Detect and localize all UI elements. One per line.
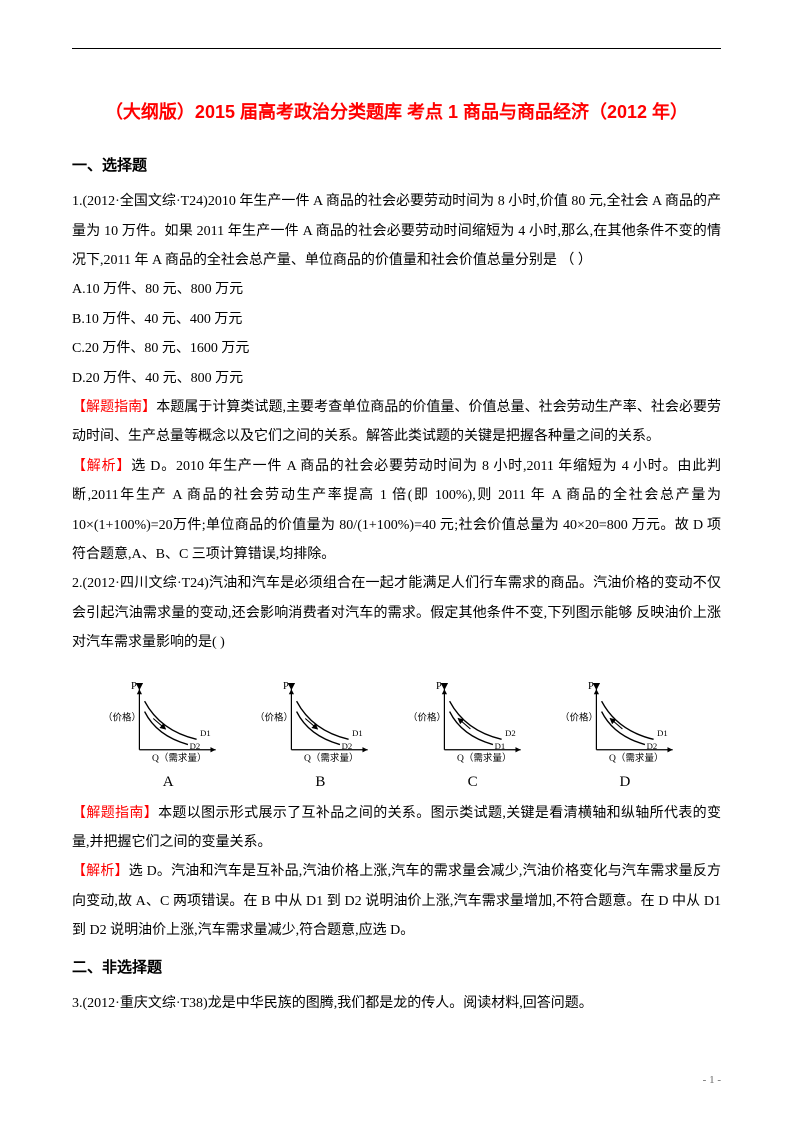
q3-stem: 3.(2012·重庆文综·T38)龙是中华民族的图腾,我们都是龙的传人。阅读材料…: [72, 989, 721, 1018]
chart-b: P （价格） Q（需求量） D1 D2 B: [255, 676, 385, 793]
q1-option-c: C.20 万件、80 元、1600 万元: [72, 334, 721, 363]
analysis-label: 【解析】: [72, 459, 131, 474]
svg-text:Q（需求量）: Q（需求量）: [609, 752, 663, 764]
chart-letter: A: [103, 772, 233, 793]
svg-text:P: P: [283, 681, 289, 692]
svg-text:（价格）: （价格）: [560, 711, 598, 723]
svg-text:（价格）: （价格）: [103, 711, 141, 723]
chart-c: P （价格） Q（需求量） D2D1 C: [408, 676, 538, 793]
q1-hint: 【解题指南】本题属于计算类试题,主要考查单位商品的价值量、价值总量、社会劳动生产…: [72, 393, 721, 452]
hint-label: 【解题指南】: [72, 400, 156, 415]
svg-text:D2: D2: [342, 740, 353, 750]
svg-text:D1: D1: [494, 740, 505, 750]
svg-text:D2: D2: [505, 727, 516, 737]
section1-heading: 一、选择题: [72, 150, 721, 182]
q1-option-a: A.10 万件、80 元、800 万元: [72, 275, 721, 304]
charts-row: P（价格）Q（需求量）D1D2AP（价格）Q（需求量）D1D2BP（价格）Q（需…: [92, 676, 701, 793]
svg-text:P: P: [588, 681, 594, 692]
q2-analysis-text: 选 D。汽油和汽车是互补品,汽油价格上涨,汽车的需求量会减少,汽油价格变化与汽车…: [72, 864, 721, 938]
q1-option-b: B.10 万件、40 元、400 万元: [72, 305, 721, 334]
q1-analysis-text: 选 D。2010 年生产一件 A 商品的社会必要劳动时间为 8 小时,2011 …: [72, 459, 721, 562]
q2-hint-text: 本题以图示形式展示了互补品之间的关系。图示类试题,关键是看清横轴和纵轴所代表的变…: [72, 806, 721, 850]
svg-text:P: P: [436, 681, 442, 692]
page-title: （大纲版）2015 届高考政治分类题库 考点 1 商品与商品经济（2012 年）: [72, 94, 721, 132]
q1-stem: 1.(2012·全国文综·T24)2010 年生产一件 A 商品的社会必要劳动时…: [72, 187, 721, 275]
svg-text:D1: D1: [657, 727, 668, 737]
chart-d: P （价格） Q（需求量） D1 D2 D: [560, 676, 690, 793]
chart-letter: C: [408, 772, 538, 793]
page-number: - 1 -: [703, 1069, 721, 1092]
q1-option-d: D.20 万件、40 元、800 万元: [72, 364, 721, 393]
chart-letter: D: [560, 772, 690, 793]
chart-a: P （价格） Q（需求量） D1 D2 A: [103, 676, 233, 793]
svg-text:Q（需求量）: Q（需求量）: [457, 752, 511, 764]
q2-hint: 【解题指南】本题以图示形式展示了互补品之间的关系。图示类试题,关键是看清横轴和纵…: [72, 799, 721, 858]
hint-label: 【解题指南】: [72, 806, 158, 821]
svg-text:（价格）: （价格）: [255, 711, 293, 723]
svg-text:D1: D1: [200, 727, 211, 737]
svg-text:Q（需求量）: Q（需求量）: [152, 752, 206, 764]
svg-text:D1: D1: [352, 727, 363, 737]
q1-analysis: 【解析】选 D。2010 年生产一件 A 商品的社会必要劳动时间为 8 小时,2…: [72, 452, 721, 570]
analysis-label: 【解析】: [72, 864, 129, 879]
q2-stem: 2.(2012·四川文综·T24)汽油和汽车是必须组合在一起才能满足人们行车需求…: [72, 569, 721, 657]
section2-heading: 二、非选择题: [72, 952, 721, 984]
svg-text:（价格）: （价格）: [408, 711, 446, 723]
q2-analysis: 【解析】选 D。汽油和汽车是互补品,汽油价格上涨,汽车的需求量会减少,汽油价格变…: [72, 857, 721, 945]
svg-text:Q（需求量）: Q（需求量）: [304, 752, 358, 764]
q1-hint-text: 本题属于计算类试题,主要考查单位商品的价值量、价值总量、社会劳动生产率、社会必要…: [72, 400, 721, 444]
svg-text:D2: D2: [190, 740, 201, 750]
svg-text:P: P: [131, 681, 137, 692]
svg-text:D2: D2: [647, 740, 658, 750]
chart-letter: B: [255, 772, 385, 793]
